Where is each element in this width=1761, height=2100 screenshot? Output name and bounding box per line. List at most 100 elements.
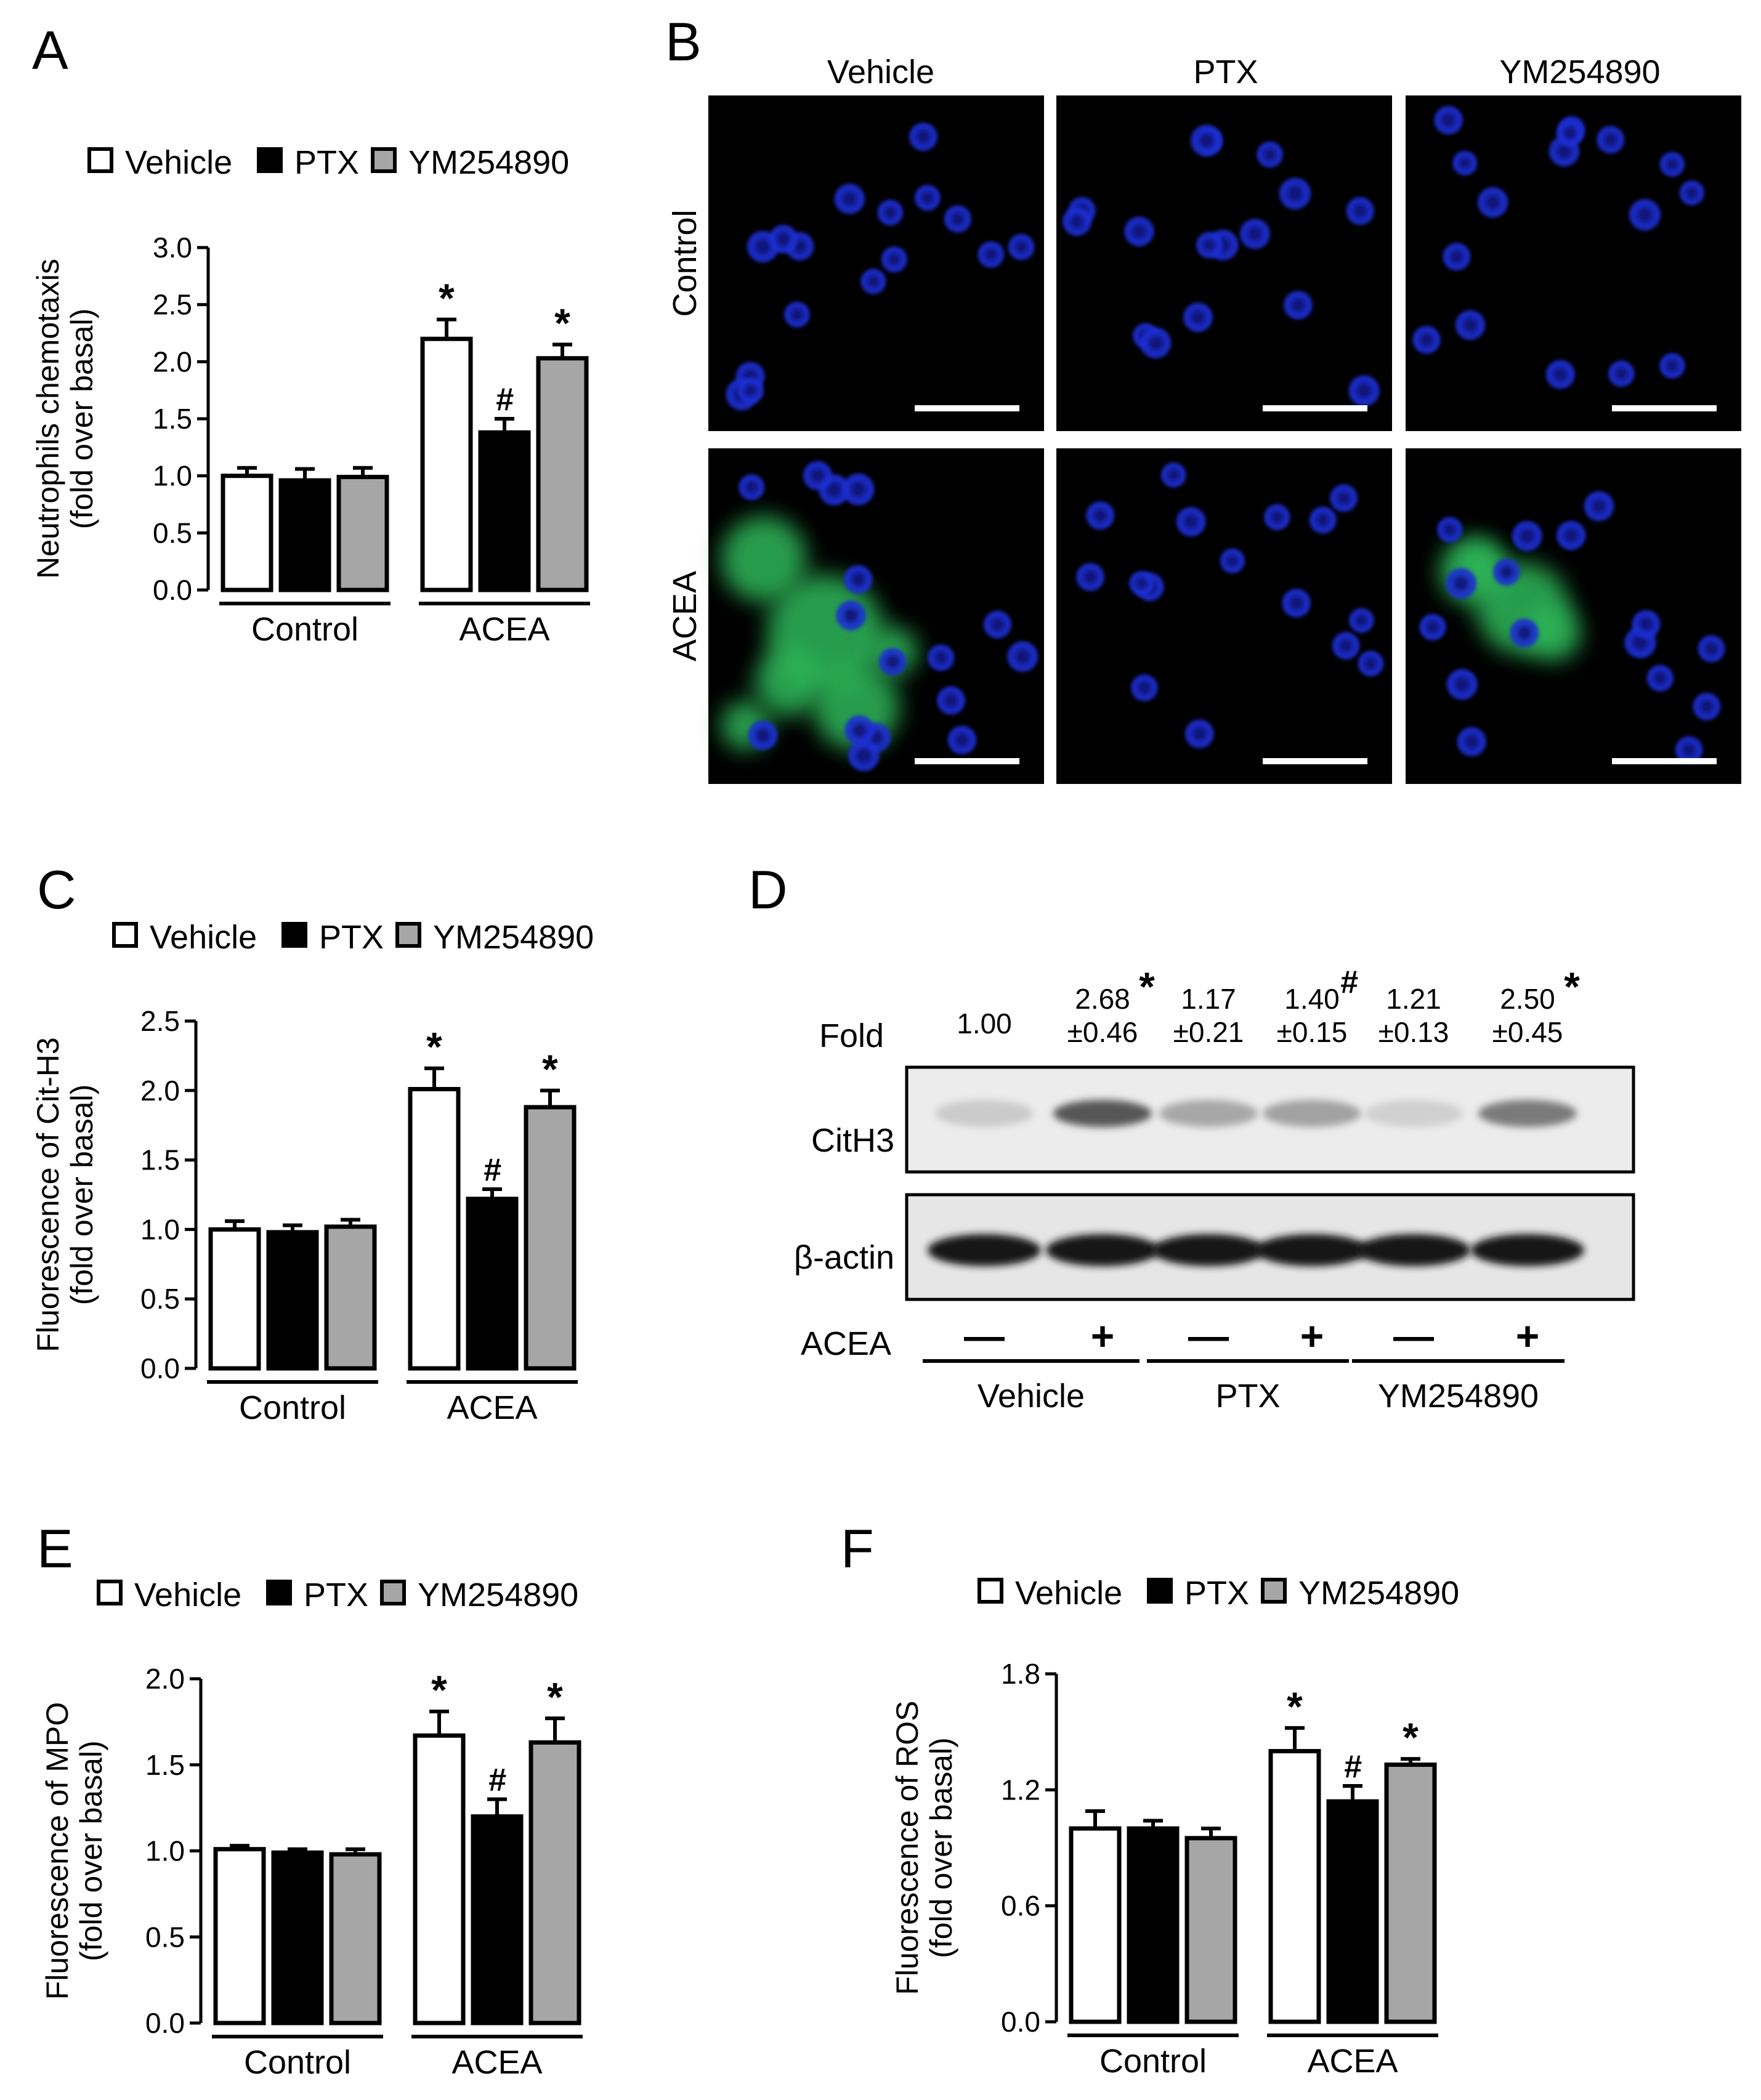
legend-label: YM254890 bbox=[1298, 1575, 1459, 1612]
treatment-sign: — bbox=[1188, 1313, 1229, 1359]
y-tick-label: 0.5 bbox=[140, 1283, 180, 1315]
fold-error: ±0.13 bbox=[1378, 1016, 1449, 1048]
y-axis-label-unit: (fold over basal) bbox=[65, 309, 99, 530]
bar-C-1-0 bbox=[408, 1087, 461, 1371]
significance-hash: # bbox=[484, 1152, 501, 1188]
y-tick-label: 2.5 bbox=[153, 289, 192, 321]
micrograph-grid: Vehicle PTX YM254890 Control ACEA bbox=[666, 54, 1741, 784]
bar-A-1-0 bbox=[420, 336, 473, 592]
significance-star: * bbox=[1287, 1684, 1303, 1729]
cith3-band bbox=[935, 1100, 1034, 1127]
significance-star: * bbox=[547, 1674, 563, 1719]
bar-C-1-1 bbox=[466, 1197, 519, 1371]
scale-bar bbox=[915, 405, 1019, 411]
legend-label: Vehicle bbox=[1015, 1575, 1122, 1612]
treatment-sign: + bbox=[1300, 1313, 1324, 1359]
cith3-band bbox=[1159, 1100, 1258, 1127]
y-tick-label: 1.0 bbox=[145, 1835, 185, 1867]
fold-significance-star: * bbox=[1139, 964, 1155, 1009]
fold-significance-hash: # bbox=[1340, 964, 1358, 1000]
micrograph-control-vehicle bbox=[708, 95, 1044, 431]
legend-swatch-1 bbox=[281, 922, 307, 948]
micrograph-row-label: Control bbox=[666, 209, 703, 317]
bar-F-0-0 bbox=[1069, 1826, 1122, 2024]
bar-F-1-2 bbox=[1384, 1763, 1437, 2024]
y-tick-label: 1.8 bbox=[1001, 1658, 1040, 1690]
legend-label: YM254890 bbox=[418, 1577, 578, 1613]
western-blot-panel: Fold 1.002.68±0.46* 1.17±0.211.40±0.15# 1.2… bbox=[794, 964, 1635, 1415]
chart-ros-fluorescence: Vehicle PTX YM254890 0.0 0.6 1.2 1.8 Fluorescen… bbox=[890, 1575, 1459, 2080]
cith3-band bbox=[1478, 1100, 1577, 1127]
bar-C-0-2 bbox=[324, 1224, 377, 1371]
micrograph-column-label: Vehicle bbox=[827, 54, 934, 91]
y-tick-label: 0.0 bbox=[145, 2007, 185, 2039]
fold-error: ±0.15 bbox=[1277, 1016, 1348, 1048]
y-axis-label: Fluorescence of MPO bbox=[40, 1702, 75, 2000]
scale-bar bbox=[1612, 405, 1717, 411]
y-axis-label: Fluorescence of ROS bbox=[890, 1701, 925, 1995]
fold-error: ±0.46 bbox=[1067, 1016, 1138, 1048]
group-label: ACEA bbox=[451, 2044, 542, 2081]
y-axis-label-unit: (fold over basal) bbox=[65, 1084, 99, 1306]
group-label: Control bbox=[251, 611, 358, 648]
panel-label-e: E bbox=[37, 1518, 73, 1579]
actin-band bbox=[1255, 1234, 1369, 1266]
y-axis-label: Neutrophils chemotaxis bbox=[31, 259, 65, 579]
bar-E-0-1 bbox=[271, 1850, 324, 2025]
treatment-label: ACEA bbox=[801, 1325, 891, 1362]
bar-C-1-2 bbox=[524, 1105, 577, 1371]
bar-C-0-1 bbox=[266, 1230, 319, 1371]
actin-band bbox=[1357, 1234, 1470, 1266]
bar-A-0-0 bbox=[221, 474, 273, 592]
legend-label: Vehicle bbox=[134, 1577, 241, 1613]
legend-swatch-1 bbox=[1147, 1578, 1173, 1604]
cith3-band bbox=[1263, 1100, 1361, 1127]
significance-star: * bbox=[439, 275, 455, 321]
micrograph-control-ym254890 bbox=[1406, 95, 1741, 431]
legend-swatch-2 bbox=[371, 147, 397, 173]
bar-F-0-2 bbox=[1184, 1836, 1237, 2024]
micrograph-acea-vehicle bbox=[708, 448, 1044, 784]
treatment-sign: — bbox=[1393, 1313, 1434, 1359]
fold-value: 1.21 bbox=[1386, 983, 1441, 1015]
group-label: Control bbox=[1099, 2043, 1207, 2080]
cith3-band bbox=[1364, 1100, 1463, 1127]
significance-star: * bbox=[431, 1667, 447, 1713]
y-tick-label: 1.0 bbox=[140, 1213, 180, 1245]
bar-C-0-0 bbox=[208, 1227, 261, 1371]
treatment-sign: + bbox=[1516, 1313, 1540, 1359]
legend-label: PTX bbox=[319, 919, 384, 956]
panel-label-a: A bbox=[32, 20, 68, 81]
group-label: Control bbox=[244, 2044, 351, 2081]
significance-star: * bbox=[542, 1046, 558, 1092]
significance-star: * bbox=[426, 1024, 442, 1070]
bar-F-0-1 bbox=[1127, 1826, 1180, 2024]
micrograph-control-ptx bbox=[1056, 95, 1392, 431]
bar-F-1-0 bbox=[1268, 1749, 1321, 2024]
chart-neutrophil-chemotaxis: Vehicle PTX YM254890 0.0 0.5 1.0 1.5 2.0 2.5 3.0 N… bbox=[31, 144, 590, 648]
group-label: Control bbox=[239, 1389, 346, 1426]
significance-hash: # bbox=[488, 1763, 506, 1798]
y-tick-label: 1.0 bbox=[153, 460, 192, 492]
micrograph-acea-ptx bbox=[1056, 448, 1392, 784]
micrograph-column-label: YM254890 bbox=[1499, 54, 1660, 91]
fold-label: Fold bbox=[819, 1017, 884, 1054]
legend-swatch-0 bbox=[97, 1580, 123, 1605]
legend-swatch-1 bbox=[266, 1580, 292, 1605]
legend-label: Vehicle bbox=[150, 919, 257, 956]
y-tick-label: 2.0 bbox=[140, 1075, 180, 1107]
fold-value: 2.50 bbox=[1500, 983, 1555, 1015]
fold-error: ±0.45 bbox=[1492, 1016, 1563, 1048]
chart-cit-h3-fluorescence: Vehicle PTX YM254890 0.0 0.5 1.0 1.5 2.0 2.5 Fluo… bbox=[31, 919, 594, 1426]
y-tick-label: 0.0 bbox=[153, 574, 192, 606]
fold-value: 1.17 bbox=[1181, 983, 1236, 1015]
cith3-band bbox=[1053, 1100, 1152, 1127]
y-tick-label: 1.5 bbox=[145, 1749, 185, 1781]
legend-swatch-0 bbox=[87, 147, 113, 173]
bar-A-1-1 bbox=[478, 430, 531, 592]
legend-swatch-1 bbox=[257, 147, 283, 173]
blot-row-label: CitH3 bbox=[811, 1122, 894, 1159]
significance-star: * bbox=[554, 301, 570, 346]
panel-label-c: C bbox=[37, 859, 76, 920]
